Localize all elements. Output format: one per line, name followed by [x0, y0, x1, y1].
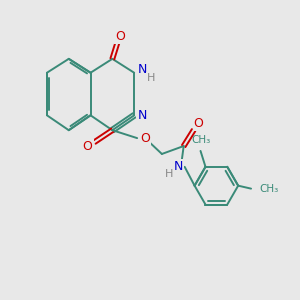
Text: N: N — [137, 109, 147, 122]
Text: CH₃: CH₃ — [259, 184, 278, 194]
Text: O: O — [82, 140, 92, 152]
Text: O: O — [194, 117, 203, 130]
Text: H: H — [147, 73, 155, 83]
Text: O: O — [140, 132, 150, 145]
Text: N: N — [137, 63, 147, 76]
Text: O: O — [115, 30, 125, 43]
Text: CH₃: CH₃ — [191, 135, 210, 145]
Text: N: N — [174, 160, 183, 173]
Text: H: H — [165, 169, 173, 179]
